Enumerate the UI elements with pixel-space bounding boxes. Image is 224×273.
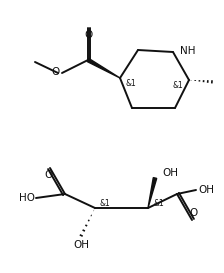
Text: &1: &1 <box>125 79 136 88</box>
Text: &1: &1 <box>153 200 164 209</box>
Text: O: O <box>44 170 52 180</box>
Polygon shape <box>87 58 120 78</box>
Text: HO: HO <box>19 193 35 203</box>
Text: OH: OH <box>198 185 214 195</box>
Text: O: O <box>84 30 92 40</box>
Text: OH: OH <box>73 240 89 250</box>
Text: OH: OH <box>162 168 178 178</box>
Text: O: O <box>52 67 60 77</box>
Text: O: O <box>190 208 198 218</box>
Polygon shape <box>148 178 157 208</box>
Text: &1: &1 <box>100 200 111 209</box>
Text: NH: NH <box>180 46 196 56</box>
Text: &1: &1 <box>172 82 183 91</box>
